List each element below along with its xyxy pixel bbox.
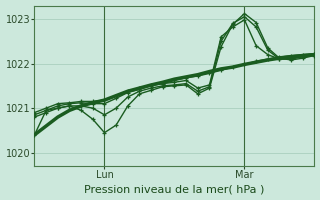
X-axis label: Pression niveau de la mer( hPa ): Pression niveau de la mer( hPa ): [84, 184, 265, 194]
